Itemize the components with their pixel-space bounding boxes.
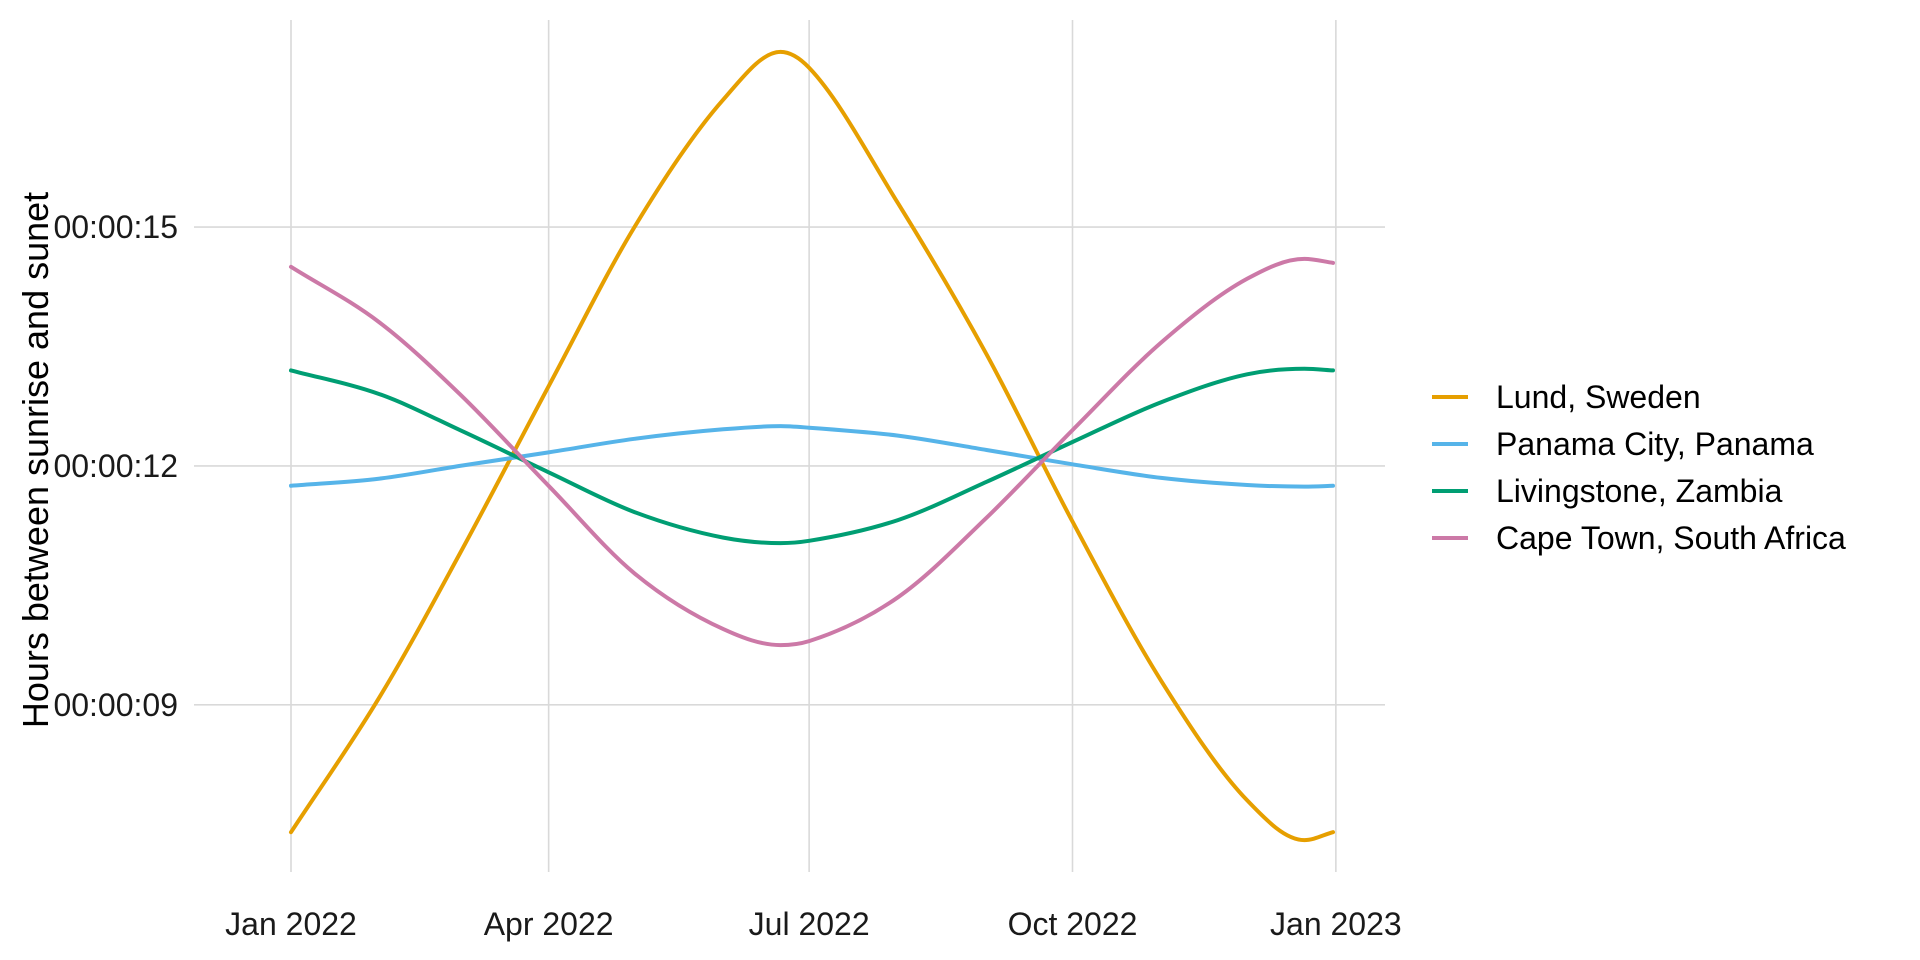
gridlines [194, 20, 1385, 872]
series-line-panama-city-panama [289, 424, 1335, 489]
series-lines [289, 49, 1335, 843]
y-tick-label: 00:00:09 [53, 687, 178, 723]
y-tick-label: 00:00:15 [53, 209, 178, 245]
x-tick-label: Jan 2023 [1270, 906, 1402, 942]
x-tick-label: Oct 2022 [1008, 906, 1138, 942]
series-line-livingstone-zambia [289, 366, 1335, 546]
series-line-lund-sweden [289, 49, 1335, 843]
y-axis-title: Hours between sunrise and sunet [15, 192, 56, 728]
x-tick-label: Apr 2022 [484, 906, 614, 942]
legend: Lund, Sweden Panama City, Panama Livingsto… [1432, 379, 1846, 556]
legend-label: Cape Town, South Africa [1496, 520, 1846, 556]
legend-label: Livingstone, Zambia [1496, 473, 1783, 509]
legend-label: Lund, Sweden [1496, 379, 1701, 415]
x-tick-label: Jan 2022 [225, 906, 357, 942]
legend-label: Panama City, Panama [1496, 426, 1814, 462]
x-axis-tick-labels: Jan 2022 Apr 2022 Jul 2022 Oct 2022 Jan 2023 [225, 906, 1402, 942]
x-tick-label: Jul 2022 [749, 906, 870, 942]
y-tick-label: 00:00:12 [53, 448, 178, 484]
series-line-cape-town-south-africa [289, 256, 1335, 648]
y-axis-tick-labels: 00:00:09 00:00:12 00:00:15 [53, 209, 178, 723]
